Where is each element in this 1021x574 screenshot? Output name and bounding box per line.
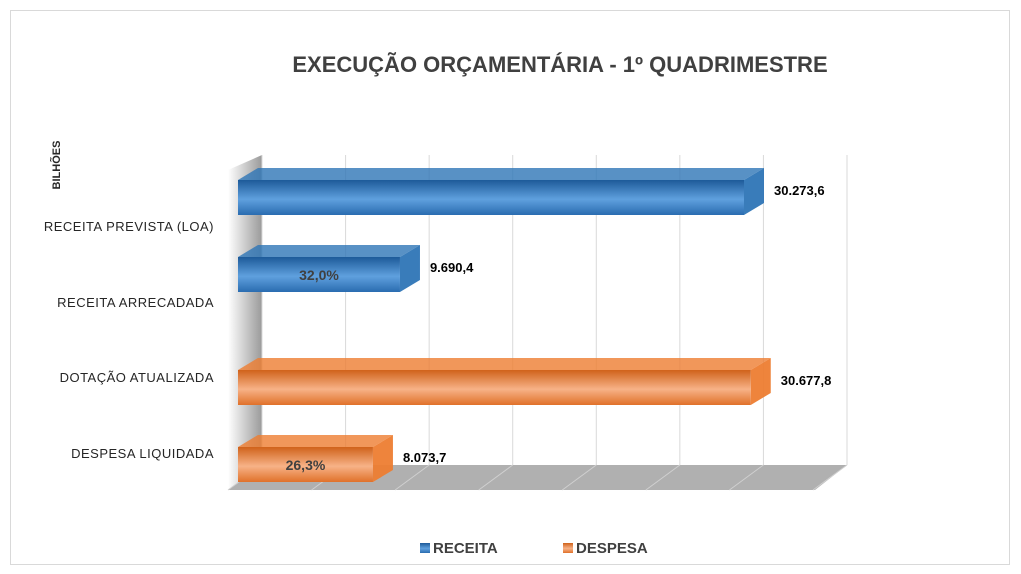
bar-face bbox=[238, 370, 751, 405]
bar-face bbox=[238, 168, 765, 180]
floor-grid-line bbox=[561, 464, 597, 491]
bar-face bbox=[238, 435, 393, 447]
bar-face bbox=[744, 168, 765, 215]
bar-face bbox=[238, 257, 400, 292]
data-label: 30.677,8 bbox=[781, 373, 832, 388]
bar-face bbox=[238, 358, 771, 370]
side-wall bbox=[228, 155, 262, 490]
y-axis-label: BILHÕES bbox=[50, 141, 63, 190]
floor-grid-line bbox=[478, 464, 514, 491]
category-label: DOTAÇÃO ATUALIZADA bbox=[59, 370, 214, 385]
category-label: RECEITA ARRECADADA bbox=[57, 294, 214, 310]
bar-face bbox=[372, 435, 393, 482]
bar-face bbox=[750, 358, 771, 405]
bar bbox=[238, 435, 393, 482]
floor-grid-line bbox=[645, 464, 681, 491]
bar-face bbox=[399, 245, 420, 292]
legend-label: RECEITA bbox=[433, 540, 498, 557]
floor-grid-line bbox=[729, 464, 764, 491]
floor-grid-line bbox=[812, 464, 848, 491]
data-label: 9.690,4 bbox=[430, 260, 474, 275]
bar bbox=[238, 358, 771, 405]
legend-swatch bbox=[420, 543, 430, 553]
inner-label: 26,3% bbox=[286, 457, 326, 473]
bar-face bbox=[238, 180, 745, 215]
bar-face bbox=[238, 245, 420, 257]
legend-label: DESPESA bbox=[576, 540, 648, 557]
bar bbox=[238, 168, 765, 215]
category-label: RECEITA PREVISTA (LOA) bbox=[43, 219, 214, 234]
legend-swatch bbox=[563, 543, 573, 553]
data-label: 30.273,6 bbox=[774, 183, 825, 198]
floor-grid-line bbox=[394, 464, 430, 491]
data-label: 8.073,7 bbox=[403, 450, 446, 465]
bar bbox=[238, 245, 420, 292]
inner-label: 32,0% bbox=[299, 267, 339, 283]
category-label: DESPESA LIQUIDADA bbox=[71, 445, 214, 461]
chart-title: EXECUÇÃO ORÇAMENTÁRIA - 1º QUADRIMESTRE bbox=[292, 52, 827, 77]
bar-face bbox=[238, 447, 373, 482]
